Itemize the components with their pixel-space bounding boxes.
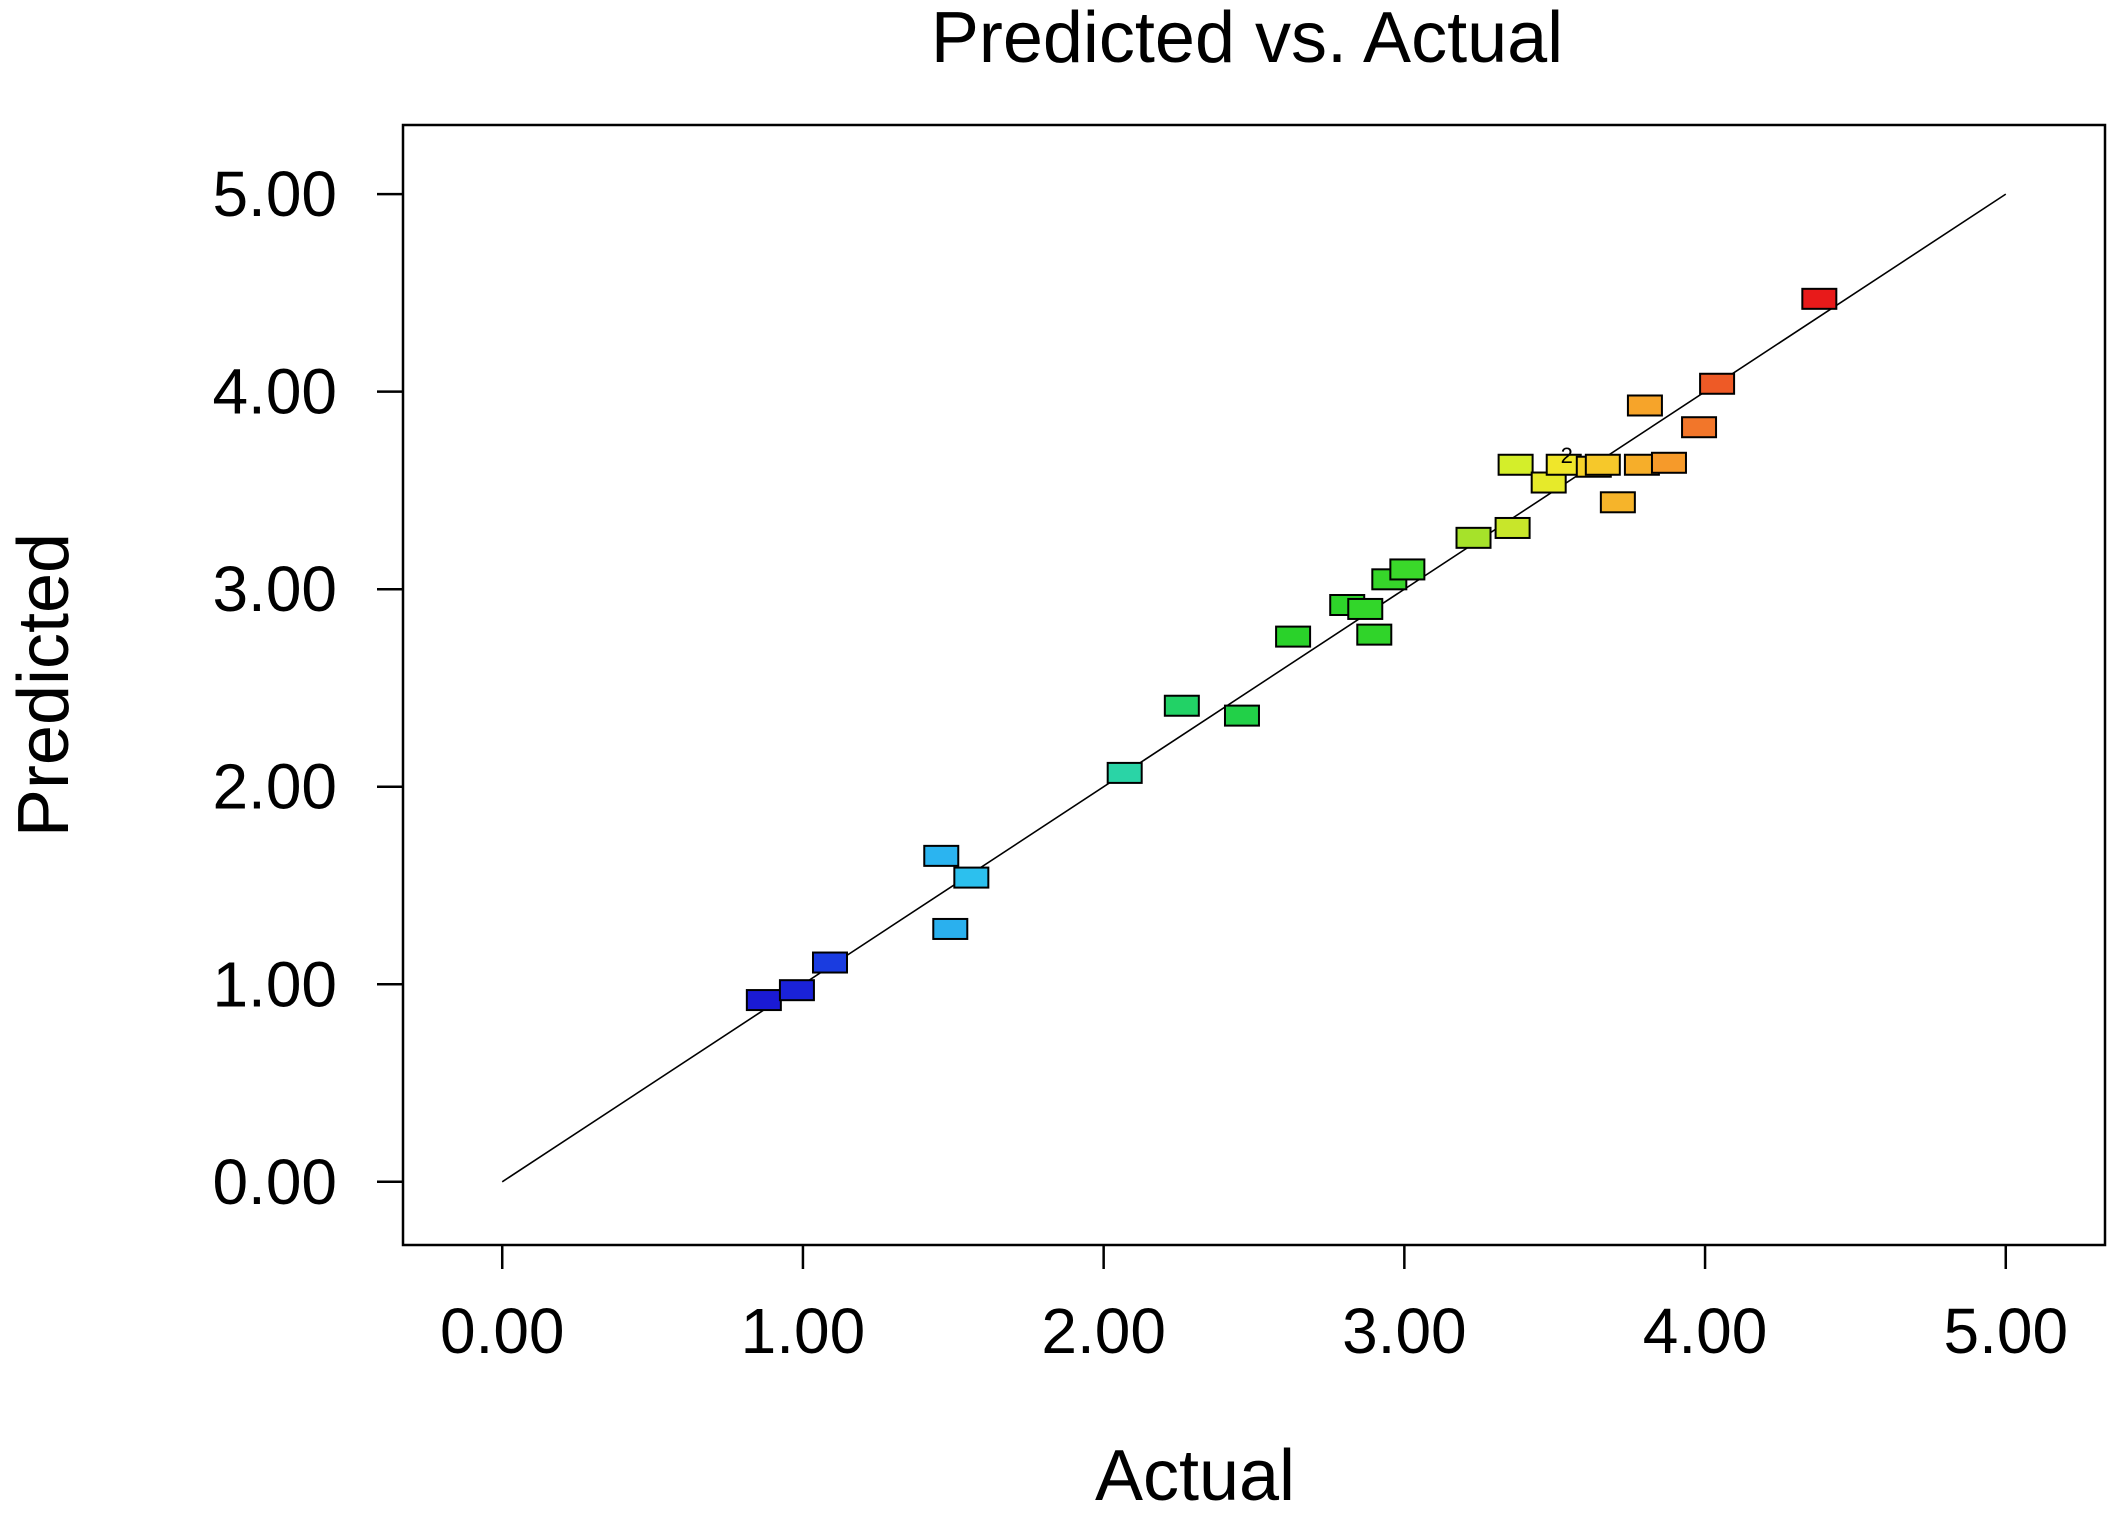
point-count-annotation: 2 <box>1561 443 1573 468</box>
x-axis-title: Actual <box>1095 1436 1295 1511</box>
data-point <box>1455 526 1492 549</box>
data-point <box>1275 625 1312 648</box>
data-point <box>1494 516 1531 539</box>
reference-line <box>501 193 2007 1183</box>
data-point <box>1584 453 1621 476</box>
data-point <box>812 951 849 974</box>
x-tick-label: 0.00 <box>440 1295 565 1367</box>
x-tick-label: 2.00 <box>1041 1295 1166 1367</box>
data-point <box>1356 623 1393 646</box>
reference-line-group <box>501 193 2007 1183</box>
data-point <box>778 979 815 1002</box>
y-tick-label: 5.00 <box>212 158 337 230</box>
data-points: 2 <box>745 287 1838 1012</box>
data-point <box>923 844 960 867</box>
x-tick-label: 4.00 <box>1643 1295 1768 1367</box>
chart-title: Predicted vs. Actual <box>931 0 1563 78</box>
data-point <box>1650 451 1687 474</box>
x-tick-label: 1.00 <box>741 1295 866 1367</box>
y-tick-label: 1.00 <box>212 948 337 1020</box>
data-point <box>1801 287 1838 310</box>
data-point <box>932 917 969 940</box>
y-axis-title: Predicted <box>4 533 84 837</box>
y-axis: 0.00 1.00 2.00 3.00 4.00 5.00 <box>212 158 403 1218</box>
data-point <box>1347 597 1384 620</box>
data-point <box>1106 761 1143 784</box>
data-point <box>953 866 990 889</box>
x-tick-label: 5.00 <box>1943 1295 2068 1367</box>
y-tick-label: 3.00 <box>212 553 337 625</box>
data-point <box>1599 491 1636 514</box>
data-point <box>745 989 782 1012</box>
data-point <box>1163 694 1200 717</box>
data-point <box>1681 416 1718 439</box>
data-point <box>1626 394 1663 417</box>
y-tick-label: 0.00 <box>212 1146 337 1218</box>
y-tick-label: 4.00 <box>212 356 337 428</box>
data-point <box>1223 704 1260 727</box>
plot-frame <box>401 123 2107 1247</box>
data-point <box>1389 558 1426 581</box>
data-point <box>1699 372 1736 395</box>
x-tick-label: 3.00 <box>1342 1295 1467 1367</box>
x-axis: 0.00 1.00 2.00 3.00 4.00 5.00 <box>440 1245 2068 1367</box>
y-tick-label: 2.00 <box>212 751 337 823</box>
data-point <box>1497 453 1534 476</box>
